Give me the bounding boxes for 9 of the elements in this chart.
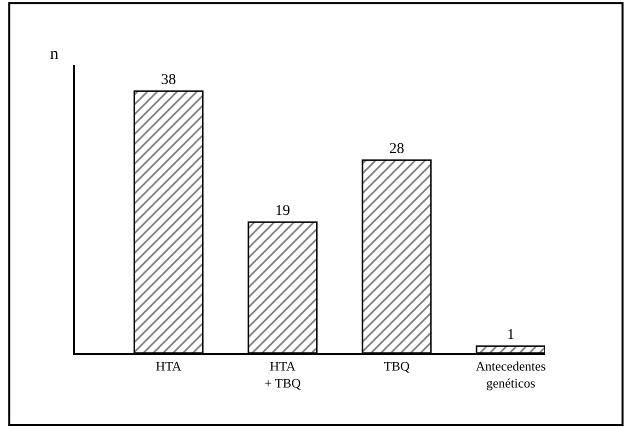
data-label: 28 xyxy=(389,141,404,158)
data-label: 1 xyxy=(507,327,515,344)
x-tick-label: HTA xyxy=(156,358,182,374)
x-tick-label: Antecedentes genéticos xyxy=(476,358,546,390)
data-label: 38 xyxy=(161,72,176,88)
x-tick-label: TBQ xyxy=(384,358,410,374)
x-tick-label: HTA + TBQ xyxy=(264,358,302,390)
data-label: 19 xyxy=(275,203,290,220)
y-axis-title: n xyxy=(50,44,59,63)
